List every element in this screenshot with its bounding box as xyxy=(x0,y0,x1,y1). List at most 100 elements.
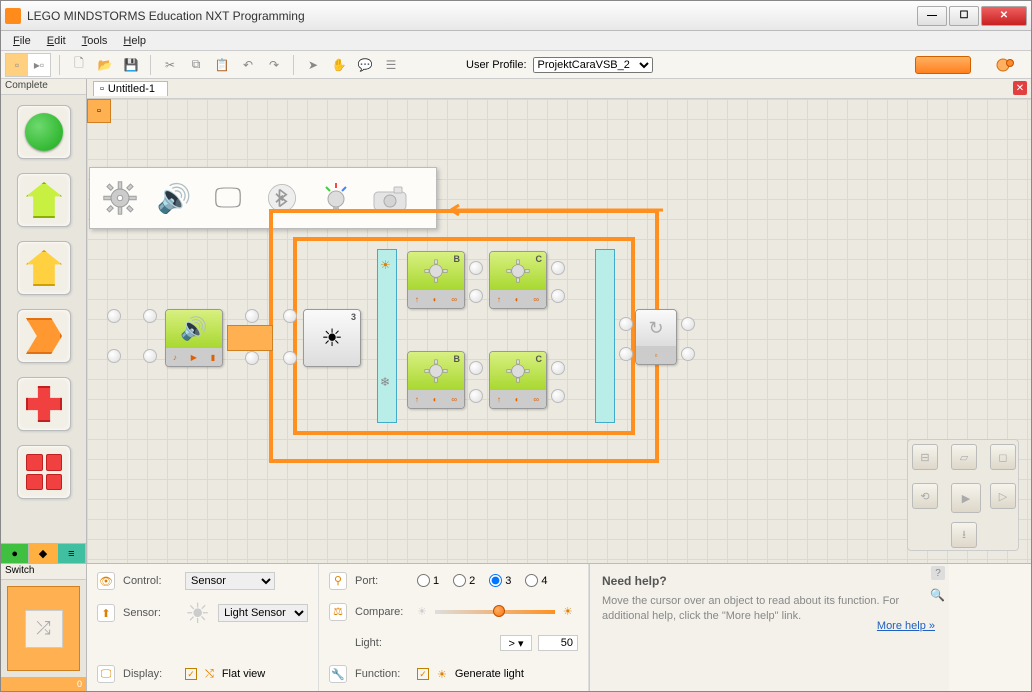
light-slider[interactable] xyxy=(435,610,555,614)
switch-thumb-icon: ⤮ xyxy=(25,610,63,648)
sensor-select[interactable]: Light Sensor xyxy=(218,604,308,622)
beam-peg xyxy=(551,361,565,375)
nav-left-button[interactable]: ⟲ xyxy=(912,483,938,509)
help-title: Need help? xyxy=(602,574,937,588)
motor-icon[interactable] xyxy=(98,176,142,220)
compare-icon: ⚖ xyxy=(329,603,347,621)
config-section-name: Switch xyxy=(1,564,86,580)
sound-block[interactable]: 🔊 ♪▶▮ xyxy=(165,309,223,367)
palette-tab-3[interactable]: ≡ xyxy=(58,544,86,563)
control-select[interactable]: Sensor xyxy=(185,572,275,590)
tabbar: ▫ Untitled-1 ✕ xyxy=(87,79,1031,99)
port-2-radio[interactable]: 2 xyxy=(453,574,475,587)
canvas[interactable]: 🔊 🖵 ▫ xyxy=(87,99,1031,563)
switch-left-bar[interactable] xyxy=(377,249,397,423)
maximize-button[interactable]: ☐ xyxy=(949,6,979,26)
palette-sensor-block[interactable] xyxy=(17,241,71,295)
sensor-label: Sensor: xyxy=(123,607,177,619)
paste-icon[interactable]: 📋 xyxy=(211,54,233,76)
palette-tab-1[interactable]: ● xyxy=(1,544,29,563)
beam-peg xyxy=(469,261,483,275)
nav-usb-button[interactable]: ⊟ xyxy=(912,444,938,470)
display-icon: 🖵 xyxy=(97,665,115,683)
port-radios: 1 2 3 4 xyxy=(417,574,548,587)
flatview-checkbox[interactable]: ✓ xyxy=(185,668,197,680)
menu-help[interactable]: Help xyxy=(115,33,154,49)
save-icon[interactable]: 💾 xyxy=(120,54,142,76)
robot-icon[interactable] xyxy=(993,55,1019,75)
document-tab[interactable]: ▫ Untitled-1 xyxy=(93,81,168,96)
motor-block[interactable]: C ↑◐∞ xyxy=(489,351,547,409)
menu-edit[interactable]: Edit xyxy=(39,33,74,49)
mode-2-icon[interactable]: ▸▫ xyxy=(28,54,50,76)
beam-peg xyxy=(681,347,695,361)
palette-flow-block[interactable] xyxy=(17,309,71,363)
config-thumb-count: 0 xyxy=(1,677,86,691)
sound-icon[interactable]: 🔊 xyxy=(152,176,196,220)
config-thumb: ⤮ xyxy=(7,586,80,671)
lego-brick-button[interactable] xyxy=(915,56,971,74)
beam-peg xyxy=(107,309,121,323)
mode-toggle[interactable]: ▫ ▸▫ xyxy=(5,53,51,77)
motor-block[interactable]: C ↑◐∞ xyxy=(489,251,547,309)
palette-advanced-block[interactable] xyxy=(17,445,71,499)
start-block[interactable]: ▫ xyxy=(87,99,111,123)
loop-start-connector[interactable] xyxy=(227,325,273,351)
palette-tab-2[interactable]: ◆ xyxy=(29,544,57,563)
beam-peg xyxy=(551,389,565,403)
sun-icon: ☀ xyxy=(185,597,210,630)
new-icon[interactable]: 🗋 xyxy=(68,54,90,76)
undo-icon[interactable]: ↶ xyxy=(237,54,259,76)
config-panel: Switch ⤮ 0 👁 Control: Sensor ⬆ Sensor: ☀… xyxy=(1,563,1031,691)
generate-checkbox[interactable]: ✓ xyxy=(417,668,429,680)
nav-right-button[interactable]: ▷ xyxy=(990,483,1016,509)
switch-right-bar[interactable] xyxy=(595,249,615,423)
user-profile-select[interactable]: ProjektCaraVSB_2 xyxy=(533,57,653,73)
help-search-icon[interactable]: 🔍 xyxy=(930,588,945,602)
comment-icon[interactable]: 💬 xyxy=(354,54,376,76)
list-icon[interactable]: ☰ xyxy=(380,54,402,76)
sensor-icon: ⬆ xyxy=(97,604,115,622)
pan-icon[interactable]: ✋ xyxy=(328,54,350,76)
nav-play-button[interactable]: ▶ xyxy=(951,483,981,513)
tab-close-button[interactable]: ✕ xyxy=(1013,81,1027,95)
motor-block[interactable]: B ↑◐∞ xyxy=(407,351,465,409)
pointer-icon[interactable]: ➤ xyxy=(302,54,324,76)
beam-peg xyxy=(469,389,483,403)
mode-1-icon[interactable]: ▫ xyxy=(6,54,28,76)
switch-light-block[interactable]: ☀ 3 xyxy=(303,309,361,367)
minimize-button[interactable]: — xyxy=(917,6,947,26)
cut-icon[interactable]: ✂ xyxy=(159,54,181,76)
menu-tools[interactable]: Tools xyxy=(74,33,116,49)
beam-peg xyxy=(681,317,695,331)
port-icon: ⚲ xyxy=(329,572,347,590)
close-button[interactable]: ✕ xyxy=(981,6,1027,26)
palette-action-block[interactable] xyxy=(17,173,71,227)
motor-block[interactable]: B ↑◐∞ xyxy=(407,251,465,309)
tab-stop-icon: ▫ xyxy=(100,83,104,95)
app-window: LEGO MINDSTORMS Education NXT Programmin… xyxy=(0,0,1032,692)
nav-up-button[interactable]: ▱ xyxy=(951,444,977,470)
window-title: LEGO MINDSTORMS Education NXT Programmin… xyxy=(27,9,917,23)
more-help-link[interactable]: More help » xyxy=(877,620,935,632)
display-icon[interactable]: 🖵 xyxy=(206,176,250,220)
nav-down-button[interactable]: ⭳ xyxy=(951,522,977,548)
palette-data-block[interactable] xyxy=(17,377,71,431)
open-icon[interactable]: 📂 xyxy=(94,54,116,76)
compare-op-select[interactable] xyxy=(500,635,532,651)
loop-end-block[interactable]: ↻ ▫ xyxy=(635,309,677,365)
eye-icon: 👁 xyxy=(97,572,115,590)
port-1-radio[interactable]: 1 xyxy=(417,574,439,587)
port-4-radio[interactable]: 4 xyxy=(525,574,547,587)
palette-common-block[interactable] xyxy=(17,105,71,159)
nav-stop-button[interactable]: ◻ xyxy=(990,444,1016,470)
beam-peg xyxy=(245,351,259,365)
help-question-icon[interactable]: ? xyxy=(931,566,945,580)
nav-controller: ▱ ⟲ ▶ ▷ ⭳ ◻ ⊟ xyxy=(907,439,1019,551)
light-value-input[interactable] xyxy=(538,635,578,651)
copy-icon[interactable]: ⧉ xyxy=(185,54,207,76)
port-3-radio[interactable]: 3 xyxy=(489,574,511,587)
redo-icon[interactable]: ↷ xyxy=(263,54,285,76)
beam-peg xyxy=(619,317,633,331)
menu-file[interactable]: File xyxy=(5,33,39,49)
